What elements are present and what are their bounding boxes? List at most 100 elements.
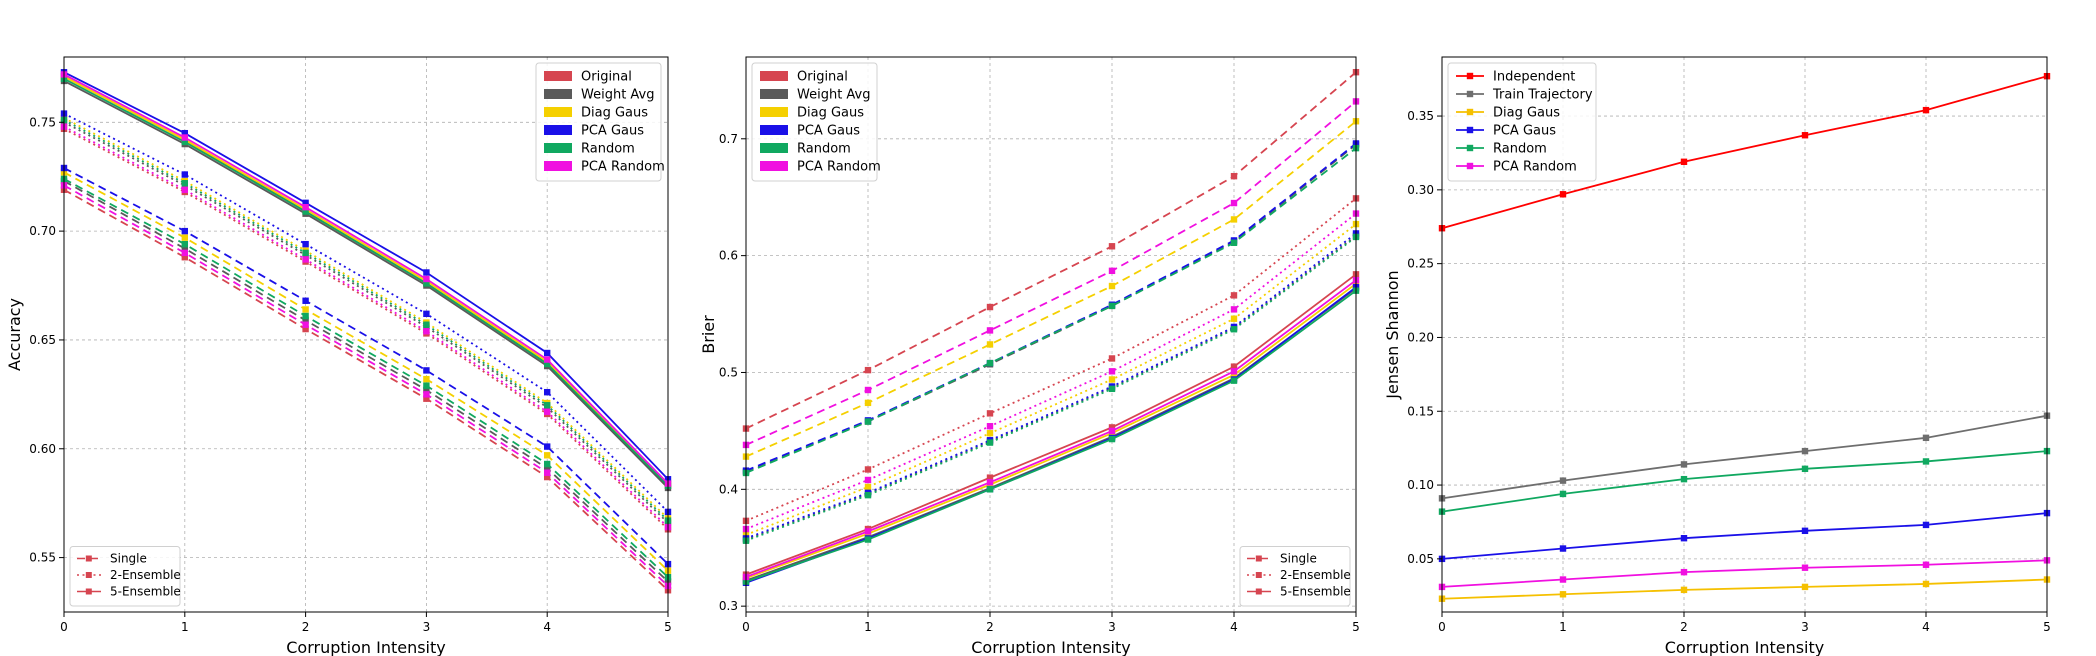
y-tick-label: 0.70: [29, 224, 56, 238]
data-point-original: [423, 395, 430, 402]
data-point-weight-avg: [181, 245, 188, 252]
x-tick-label: 4: [1922, 620, 1930, 634]
legend-swatch-pca-random: [760, 161, 788, 171]
series-line-original-5-ensemble: [745, 273, 1357, 576]
series-line-original-single: [745, 71, 1357, 430]
data-point-random: [423, 382, 430, 389]
data-point-pca-random: [181, 249, 188, 257]
data-point-train-trajectory: [1922, 434, 1930, 442]
series-line-diag-gaus-2-ensemble: [745, 223, 1357, 536]
style-legend-label-2-ensemble: 2-Ensemble: [1280, 568, 1351, 582]
y-tick-label: 0.4: [719, 482, 738, 496]
legend-label-original: Original: [797, 70, 848, 85]
data-point-original: [1230, 292, 1238, 299]
data-point-pca-random: [181, 134, 188, 141]
legend-label-pca-gaus: PCA Gaus: [797, 124, 860, 139]
series-line-train-trajectory: [1441, 414, 2048, 500]
data-point-independent: [1801, 132, 1809, 139]
x-tick-label: 1: [181, 620, 189, 634]
data-point-diag-gaus: [1230, 371, 1238, 379]
style-legend-marker-5-ensemble: [1255, 588, 1262, 595]
data-point-diag-gaus: [544, 452, 551, 459]
data-point-original: [864, 366, 872, 374]
series-line-diag-gaus-5-ensemble: [745, 282, 1357, 579]
data-point-pca-gaus: [423, 310, 430, 318]
series-line-random-2-ensemble: [745, 236, 1357, 542]
data-point-pca-gaus: [423, 367, 430, 374]
y-tick-label: 0.10: [1407, 478, 1434, 492]
data-point-pca-gaus: [302, 297, 309, 304]
data-point-diag-gaus: [986, 430, 994, 437]
series-line-random-single: [745, 147, 1357, 474]
series-line-weight-avg-2-ensemble: [63, 121, 669, 524]
data-point-pca-random: [423, 275, 430, 283]
y-tick-label: 0.60: [29, 442, 56, 456]
data-point-diag-gaus: [1801, 583, 1809, 591]
data-point-train-trajectory: [1801, 447, 1809, 455]
y-axis-label: Accuracy: [5, 298, 24, 371]
x-tick-label: 3: [1801, 620, 1809, 634]
series-line-pca-random-2-ensemble: [745, 212, 1357, 530]
legend-swatch-weight-avg: [760, 89, 788, 99]
data-point-pca-random: [1922, 561, 1930, 568]
data-point-diag-gaus: [986, 341, 994, 348]
y-tick-label: 0.3: [719, 599, 738, 613]
legend-box: [1447, 62, 1597, 182]
data-point-pca-random: [986, 423, 994, 430]
legend-marker-random: [1466, 144, 1474, 152]
data-point-random: [1230, 326, 1238, 333]
data-point-pca-gaus: [423, 269, 430, 276]
series-line-pca-random-2-ensemble: [63, 125, 669, 528]
legend-label-random: Random: [1493, 142, 1547, 157]
data-point-pca-random: [423, 391, 430, 398]
data-point-random: [544, 402, 551, 409]
legend-label-original: Original: [581, 70, 632, 85]
x-tick-label: 2: [302, 620, 310, 634]
legend-swatch-random: [544, 143, 572, 153]
y-tick-label: 0.25: [1407, 257, 1434, 271]
data-point-pca-gaus: [302, 240, 309, 248]
data-point-pca-random: [544, 356, 551, 363]
data-point-pca-gaus: [544, 388, 551, 396]
data-point-random: [181, 180, 188, 187]
data-point-original: [1108, 243, 1116, 250]
data-point-pca-random: [1680, 568, 1688, 576]
data-point-original: [986, 410, 994, 417]
legend-label-diag-gaus: Diag Gaus: [1493, 106, 1560, 121]
x-tick-label: 4: [1230, 620, 1238, 634]
x-tick-label: 5: [664, 620, 672, 634]
data-point-pca-random: [864, 386, 872, 394]
data-point-diag-gaus: [181, 234, 188, 241]
x-tick-label: 2: [1680, 620, 1688, 634]
style-legend-marker-single: [1255, 555, 1262, 562]
data-point-random: [864, 536, 872, 543]
style-legend-label-single: Single: [1280, 552, 1317, 566]
legend-label-diag-gaus: Diag Gaus: [581, 106, 648, 121]
legend-marker-independent: [1466, 72, 1474, 80]
legend-marker-train-trajectory: [1466, 90, 1474, 98]
x-tick-label: 2: [986, 620, 994, 634]
style-legend-marker-2-ensemble: [1255, 572, 1262, 578]
data-point-random: [544, 460, 551, 468]
jensen-shannon-panel: 0 1 2 3 4 5 0.05 0.10 0.15 0.20 0.25 0.30 0.35 Corrup…: [1383, 56, 2051, 656]
data-point-random: [864, 491, 872, 499]
legend-marker-pca-gaus: [1466, 126, 1474, 134]
data-point-pca-random: [1801, 564, 1809, 571]
data-point-weight-avg: [423, 386, 430, 394]
data-point-pca-gaus: [302, 199, 309, 207]
series-line-pca-random-single: [745, 100, 1357, 446]
plot-frame: [1441, 56, 2048, 613]
data-point-original: [1230, 363, 1238, 370]
legend-marker-diag-gaus: [1466, 108, 1474, 116]
data-point-pca-gaus: [1559, 545, 1567, 552]
brier-panel: 0 1 2 3 4 5 0.3 0.4 0.5 0.6 0.7 Corruption Intensit…: [699, 56, 1360, 656]
x-tick-label: 4: [543, 620, 551, 634]
x-tick-label: 0: [742, 620, 750, 634]
data-point-random: [1108, 385, 1116, 393]
y-tick-label: 0.05: [1407, 552, 1434, 566]
data-point-pca-random: [1230, 368, 1238, 375]
x-axis-label: Corruption Intensity: [1665, 638, 1825, 656]
data-point-train-trajectory: [1680, 461, 1688, 468]
data-point-random: [1559, 490, 1567, 498]
